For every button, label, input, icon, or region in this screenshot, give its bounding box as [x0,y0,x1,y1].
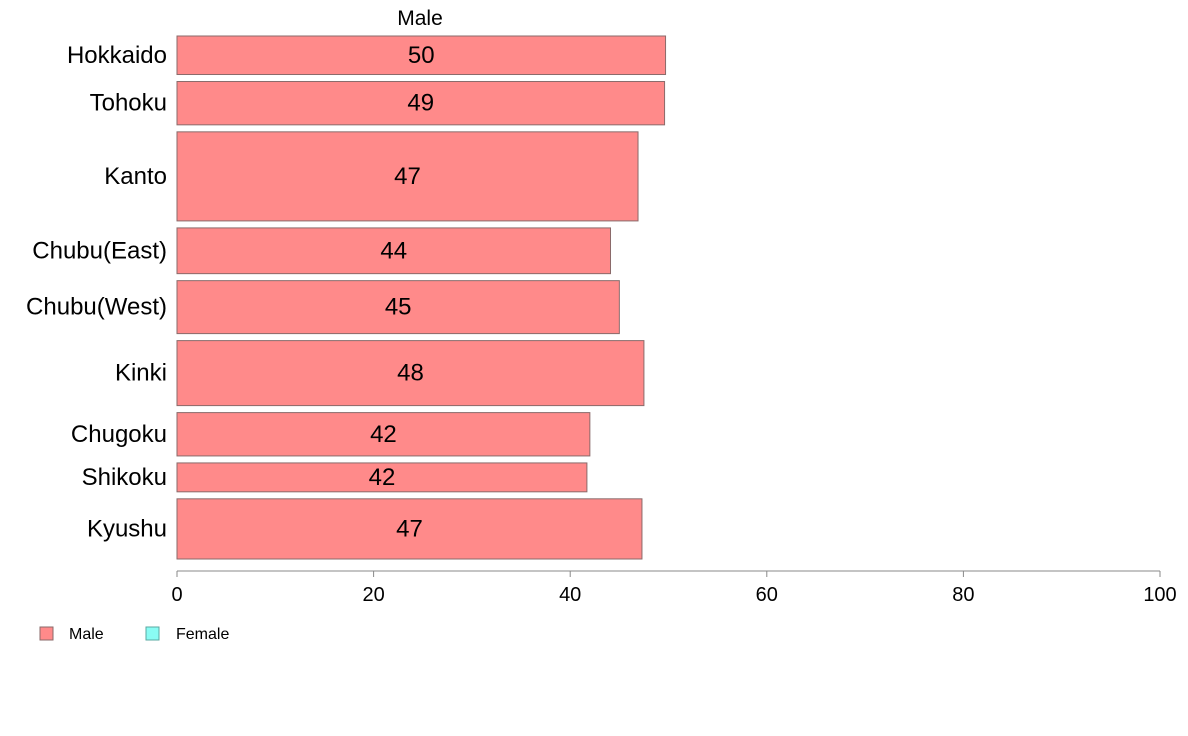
bar-value-label: 42 [369,464,396,491]
bar-shikoku [176,462,588,493]
category-label: Chugoku [71,421,167,448]
bar-value-label: 42 [370,421,397,448]
bar-chubu-east [176,227,612,275]
bar-value-label: 45 [385,294,412,321]
x-tick-label: 100 [1143,584,1176,606]
bar-chugoku [176,412,591,457]
category-label: Chubu(West) [26,294,167,321]
category-label: Tohoku [90,90,167,117]
x-tick-label: 20 [362,584,384,606]
legend-swatch-male [39,626,54,641]
legend: Male Female [39,626,229,643]
bar-hokkaido [176,35,667,76]
bar-kyushu [176,498,643,560]
category-label: Kyushu [87,515,167,542]
bar-value-label: 47 [396,515,423,542]
legend-label-male: Male [69,626,104,643]
category-label: Kinki [115,360,167,387]
bar-kanto [176,131,639,222]
legend-swatch-female [145,626,160,641]
bar-value-label: 50 [408,42,435,69]
panel-title: Male [397,7,443,30]
bar-kinki [176,340,645,407]
bar-tohoku [176,81,666,126]
x-axis: 0 20 40 60 80 100 [171,570,1177,606]
bar-value-label: 44 [380,237,407,264]
bar-value-label: 49 [407,90,434,117]
bar-value-label: 48 [397,360,424,387]
x-tick-label: 80 [952,584,974,606]
bar-value-label: 47 [394,163,421,190]
bars-group: Hokkaido 50 Tohoku 49 Kanto 47 Chubu(East) 44 Ch… [26,35,667,560]
category-label: Hokkaido [67,42,167,69]
category-label: Kanto [104,163,167,190]
category-label: Shikoku [82,464,167,491]
x-tick-label: 60 [756,584,778,606]
x-tick-label: 0 [171,584,182,606]
x-tick-label: 40 [559,584,581,606]
category-label: Chubu(East) [32,237,167,264]
legend-label-female: Female [176,626,229,643]
bar-chubu-west [176,280,620,335]
